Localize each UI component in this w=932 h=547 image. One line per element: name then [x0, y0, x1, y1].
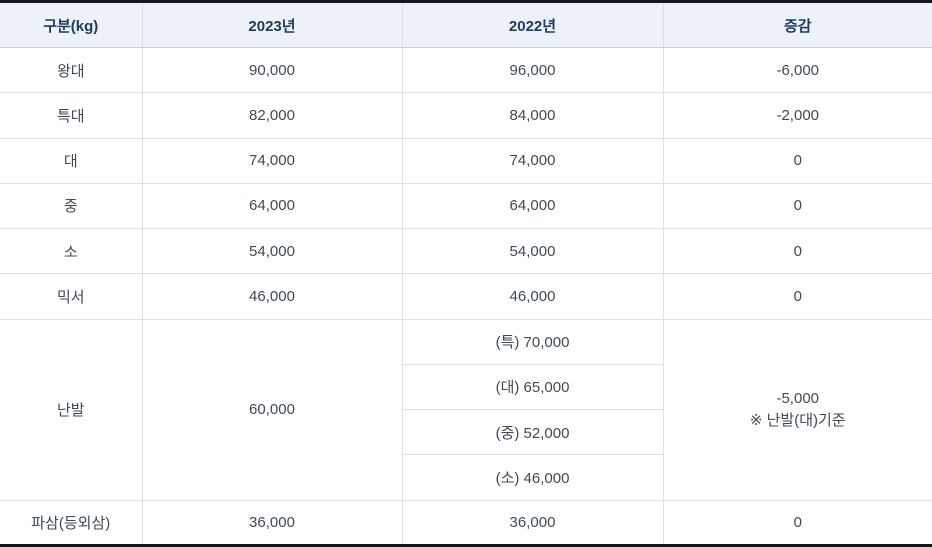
cell-change: 0: [662, 182, 932, 230]
cell-change: 0: [662, 228, 932, 275]
cell-change: 0: [662, 273, 932, 320]
cell-2023: 54,000: [141, 228, 403, 275]
column-header-2022: 2022년: [401, 1, 664, 48]
cell-2022: 84,000: [401, 92, 664, 139]
change-note: ※ 난발(대)기준: [749, 411, 846, 429]
table-row: 소 54,000 54,000 0: [0, 228, 932, 275]
table-body: 왕대 90,000 96,000 -6,000 특대 82,000 84,000…: [0, 46, 932, 547]
cell-2022-sub: (중) 52,000: [402, 409, 663, 456]
column-header-category: 구분(kg): [0, 1, 143, 48]
row-label: 파삼(등외삼): [0, 499, 143, 547]
row-label: 왕대: [0, 46, 143, 94]
row-label: 소: [0, 228, 143, 275]
cell-2023: 82,000: [141, 92, 403, 139]
header-row: 구분(kg) 2023년 2022년 증감: [0, 1, 932, 48]
cell-2023: 74,000: [141, 137, 403, 184]
table-row: 왕대 90,000 96,000 -6,000: [0, 46, 932, 94]
row-label: 믹서: [0, 273, 143, 320]
table-row: 대 74,000 74,000 0: [0, 137, 932, 184]
cell-2022: 54,000: [401, 228, 664, 275]
change-value: -5,000: [776, 389, 820, 407]
column-header-2023: 2023년: [141, 1, 403, 48]
row-label: 대: [0, 137, 143, 184]
cell-change: 0: [662, 137, 932, 184]
cell-change: -2,000: [662, 92, 932, 139]
cell-2023: 90,000: [141, 46, 403, 94]
table-row-nanbal-sub: (중) 52,000: [0, 409, 932, 456]
table-row: 믹서 46,000 46,000 0: [0, 273, 932, 320]
table-row: 중 64,000 64,000 0: [0, 182, 932, 230]
cell-2022-sub: (특) 70,000: [401, 318, 664, 365]
column-header-change: 증감: [662, 1, 932, 48]
cell-2022-sub: (대) 65,000: [402, 363, 663, 411]
row-label: 특대: [0, 92, 143, 139]
cell-2023: 60,000: [141, 318, 403, 501]
table-row: 파삼(등외삼) 36,000 36,000 0: [0, 499, 932, 547]
cell-2022: 46,000: [401, 273, 664, 320]
row-label: 중: [0, 182, 143, 230]
cell-2022: 36,000: [401, 499, 664, 547]
cell-2023: 64,000: [141, 182, 403, 230]
table-row-nanbal-sub: (대) 65,000: [0, 363, 932, 411]
table-header: 구분(kg) 2023년 2022년 증감: [0, 1, 932, 48]
cell-2022: 96,000: [401, 46, 664, 94]
row-label: 난발: [0, 318, 143, 501]
cell-2022: 74,000: [401, 137, 664, 184]
cell-2022: 64,000: [401, 182, 664, 230]
cell-change: -6,000: [662, 46, 932, 94]
cell-change: 0: [662, 499, 932, 547]
cell-2023: 46,000: [141, 273, 403, 320]
table-row-nanbal-sub: (소) 46,000: [0, 454, 932, 501]
table-row: 특대 82,000 84,000 -2,000: [0, 92, 932, 139]
cell-2022-sub: (소) 46,000: [402, 454, 663, 501]
cell-2023: 36,000: [141, 499, 403, 547]
table-row-nanbal: 난발 60,000 (특) 70,000 -5,000 ※ 난발(대)기준: [0, 318, 932, 501]
cell-change-with-note: -5,000 ※ 난발(대)기준: [662, 318, 932, 501]
